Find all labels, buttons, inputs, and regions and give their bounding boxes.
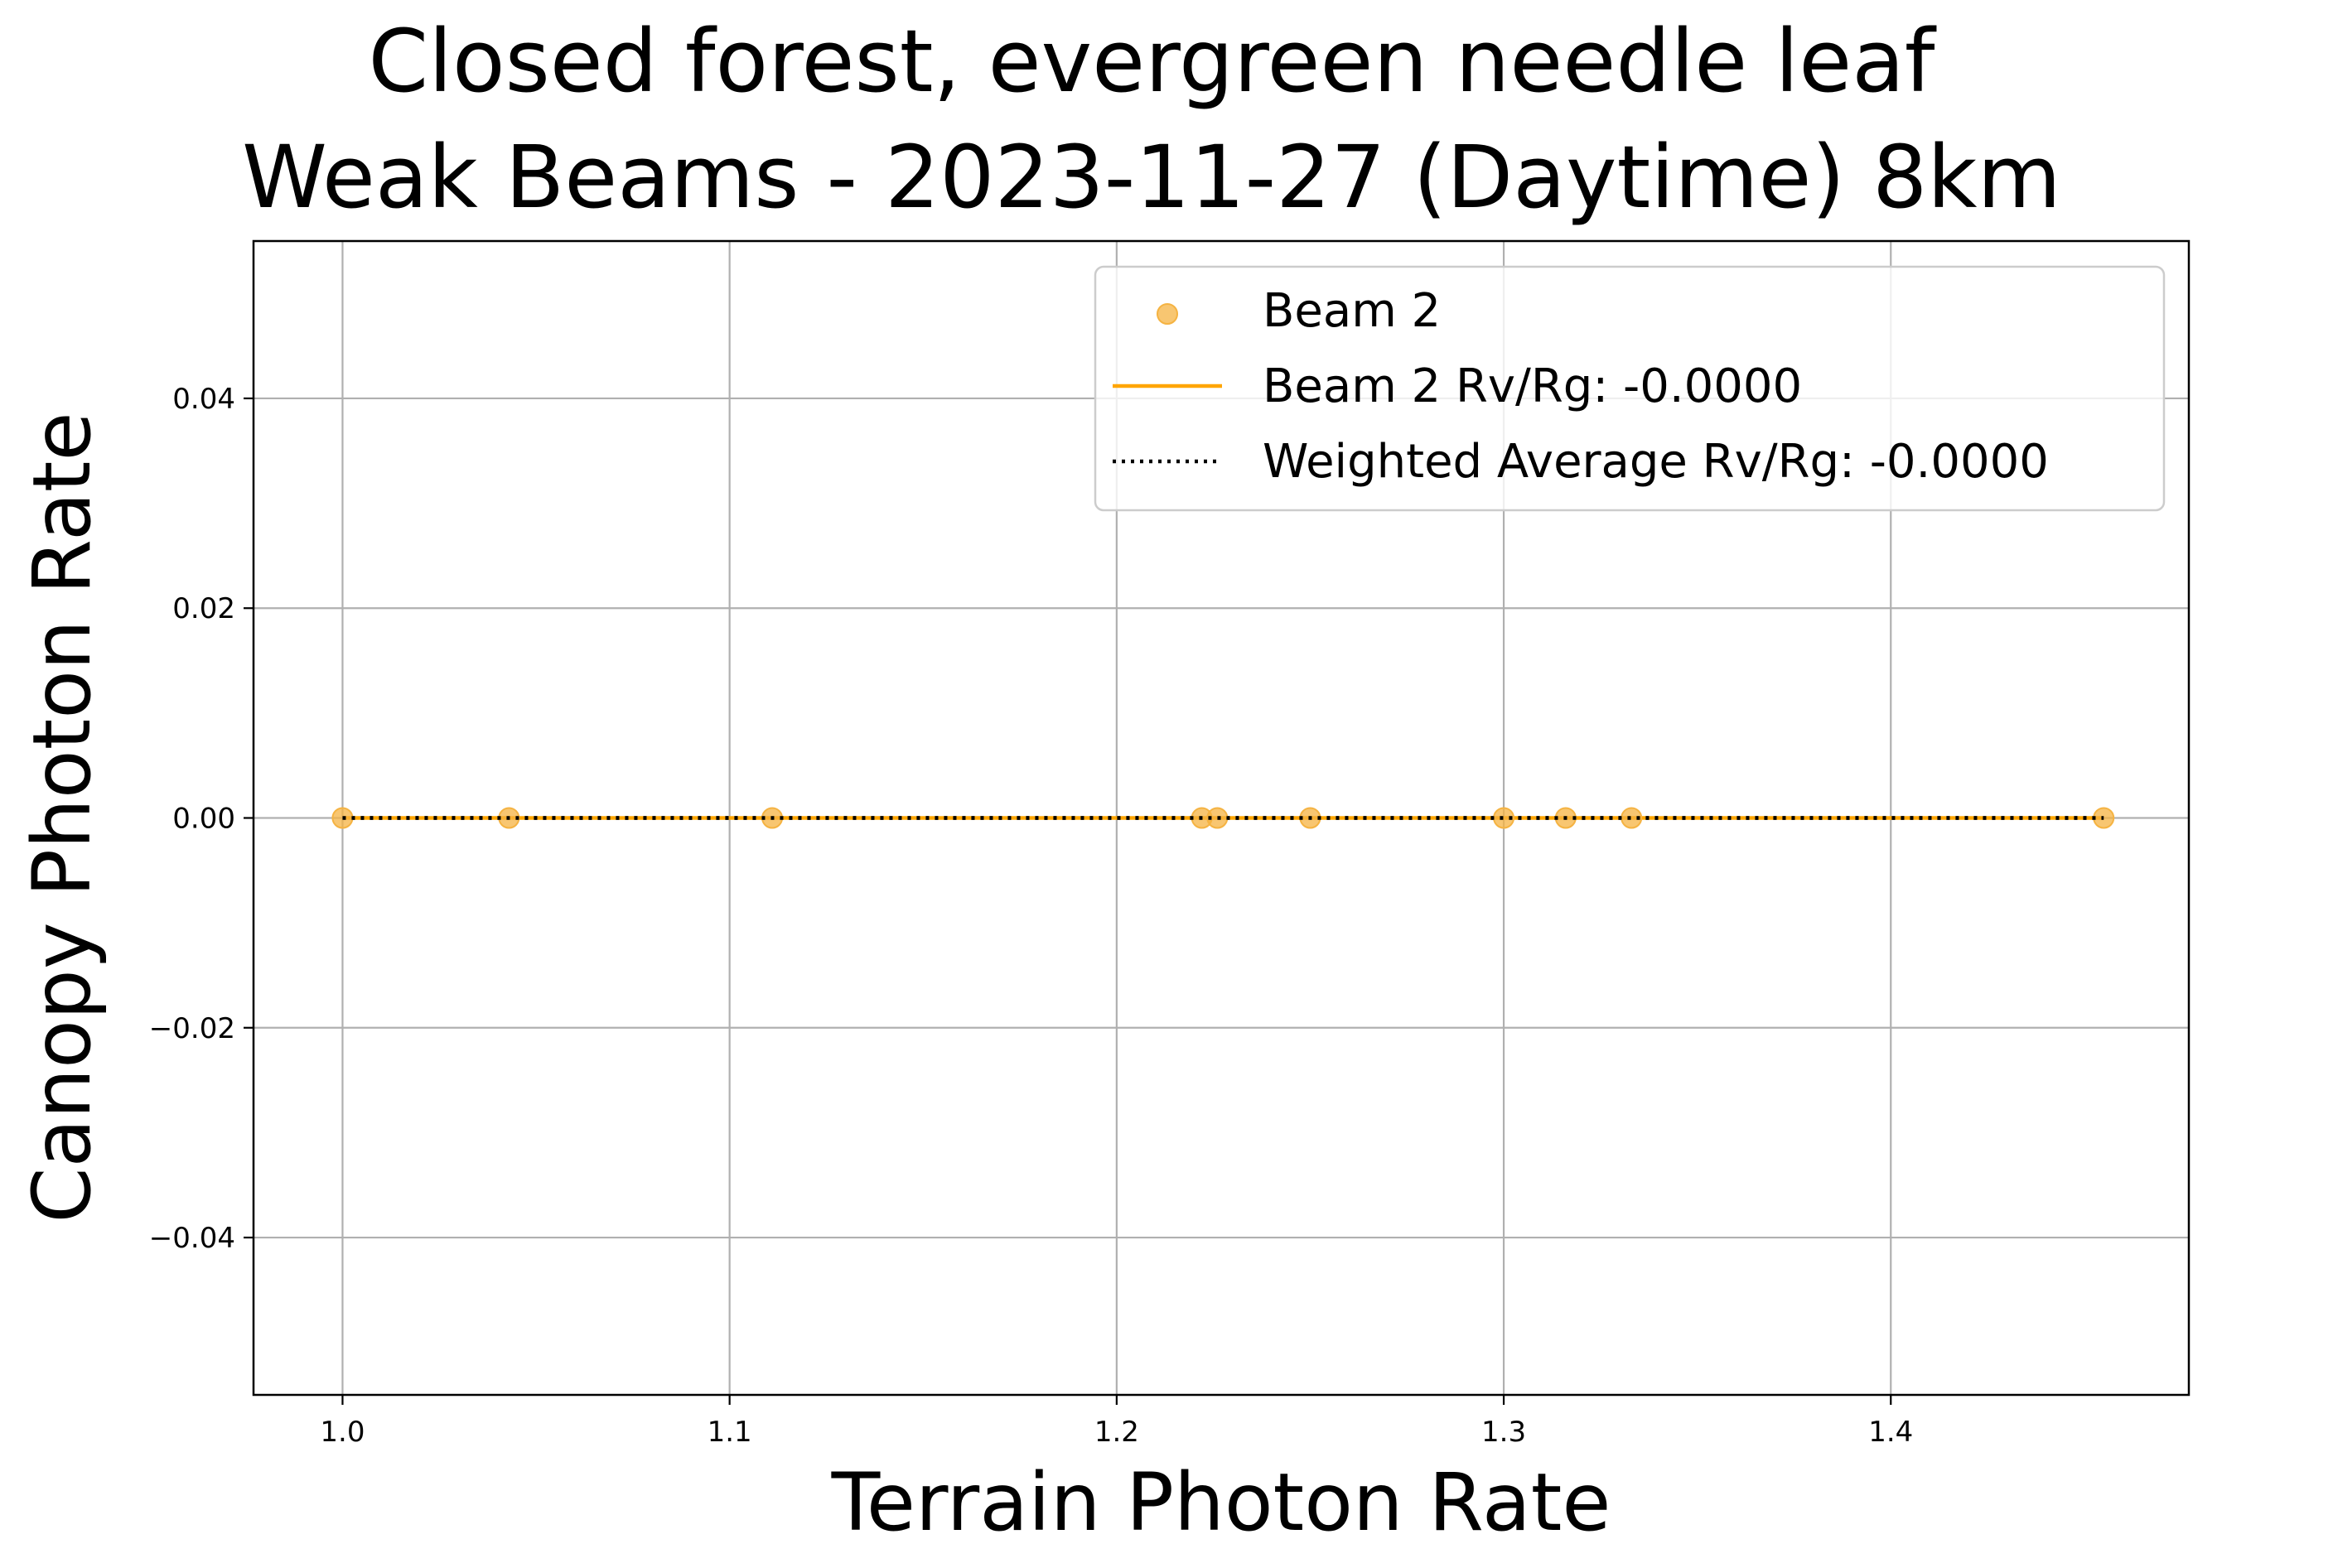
chart-title-line-1: Closed forest, evergreen needle leaf [368,11,1936,112]
legend-box [1094,265,2166,512]
legend-label-weighted-average: Weighted Average Rv/Rg: -0.0000 [1263,435,2049,489]
legend-label-beam-2-fit: Beam 2 Rv/Rg: -0.0000 [1263,359,1802,413]
y-tick-label: 0.00 [172,803,235,836]
y-tick-label: 0.02 [172,592,235,625]
x-tick-label: 1.2 [1094,1416,1139,1449]
y-tick-label: 0.04 [172,383,235,416]
x-axis-ticks: 1.0 1.1 1.2 1.3 1.4 [320,1395,1913,1449]
x-tick-label: 1.1 [708,1416,752,1449]
scatter-points [331,807,2115,829]
x-tick-label: 1.4 [1868,1416,1913,1449]
y-axis-label: Canopy Photon Rate [16,412,109,1223]
y-tick-label: −0.02 [149,1012,235,1045]
x-tick-label: 1.3 [1481,1416,1526,1449]
legend-label-beam-2: Beam 2 [1263,284,1441,338]
chart-title-line-2: Weak Beams - 2023-11-27 (Daytime) 8km [242,127,2061,228]
y-tick-label: −0.04 [149,1222,235,1255]
legend-marker-beam-2 [1157,303,1178,325]
legend: Beam 2 Beam 2 Rv/Rg: -0.0000 Weighted Av… [1094,265,2166,512]
y-axis-ticks: 0.04 0.02 0.00 −0.02 −0.04 [149,383,254,1255]
x-axis-label: Terrain Photon Rate [831,1456,1611,1549]
x-tick-label: 1.0 [320,1416,365,1449]
